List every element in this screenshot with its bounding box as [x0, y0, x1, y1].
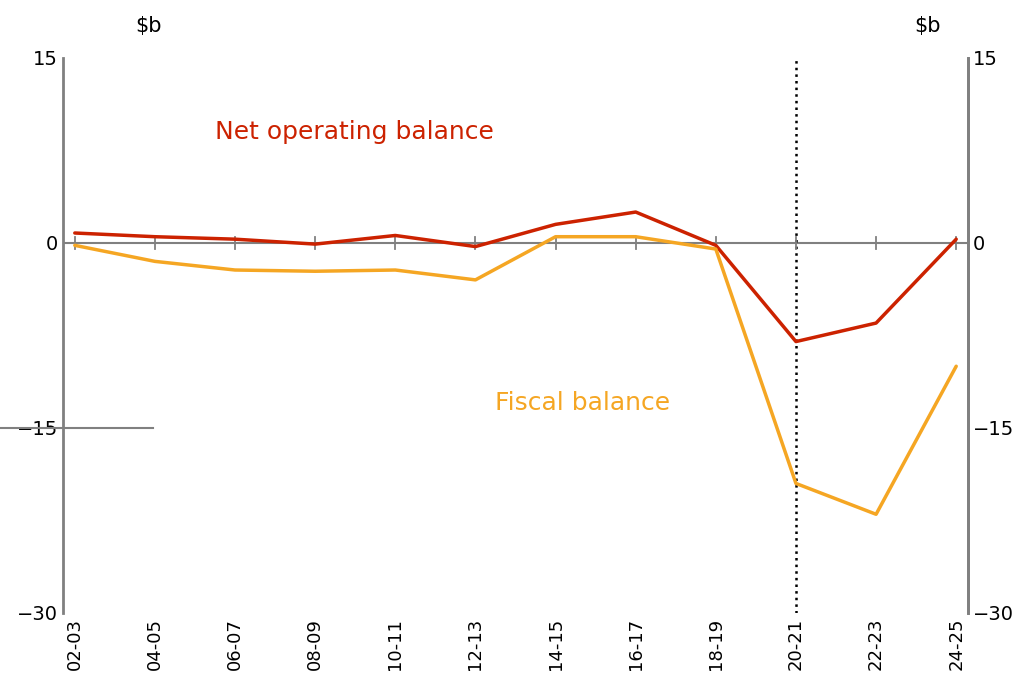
Text: $b: $b	[913, 16, 940, 36]
Text: $b: $b	[135, 16, 162, 36]
Text: Net operating balance: Net operating balance	[215, 120, 494, 144]
Text: Fiscal balance: Fiscal balance	[496, 392, 670, 415]
